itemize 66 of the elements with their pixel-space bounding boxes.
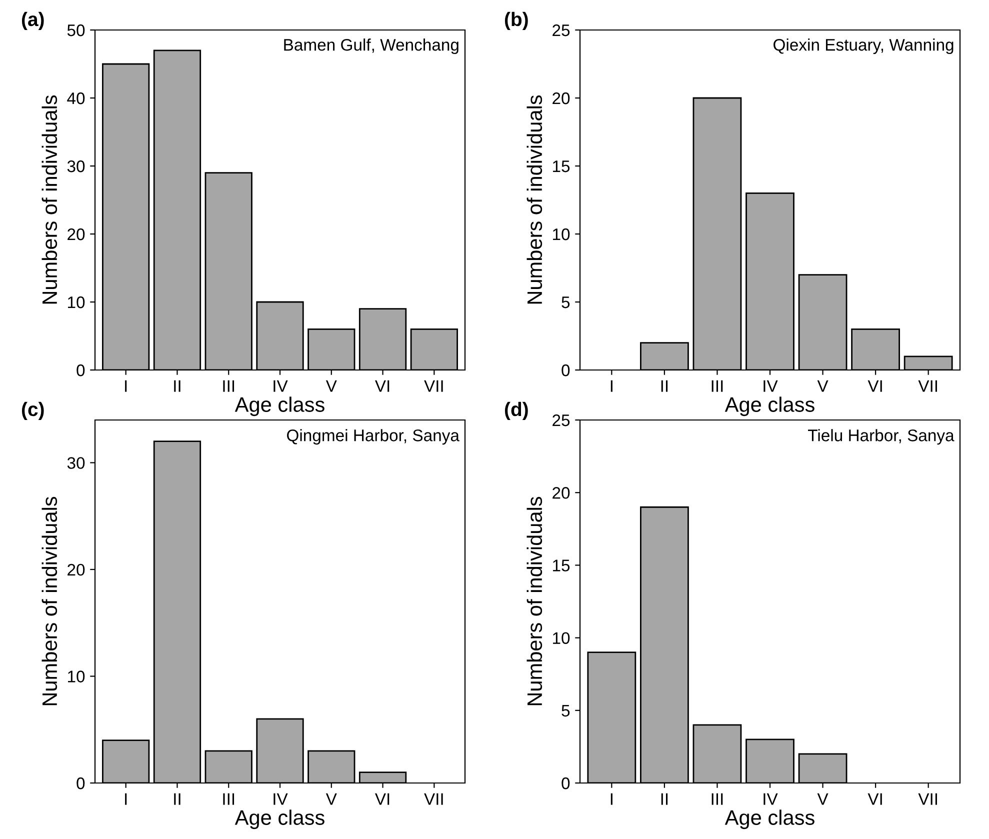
x-tick-label: VII	[918, 380, 937, 392]
x-tick-label: I	[125, 380, 127, 392]
x-tick-label: V	[817, 380, 828, 392]
y-axis-title: Numbers of individuals	[526, 95, 542, 304]
x-tick-label: III	[712, 380, 723, 392]
y-tick-label: 0	[562, 364, 570, 376]
x-tick-label: IV	[274, 793, 288, 805]
annotation: Bamen Gulf, Wenchang	[284, 38, 458, 54]
x-tick-label: III	[712, 793, 723, 805]
x-tick-label: I	[610, 793, 612, 805]
y-axis-title: Numbers of individuals	[42, 95, 58, 304]
y-tick-label: 30	[67, 160, 85, 172]
chart-title: (a)	[22, 12, 44, 30]
x-tick-label: IV	[764, 793, 778, 805]
x-tick-label: VI	[374, 380, 390, 392]
x-tick-label: II	[174, 380, 180, 392]
y-tick-label: 0	[76, 364, 85, 376]
chart-title: (b)	[504, 12, 528, 30]
x-tick-label: IV	[274, 380, 288, 392]
y-tick-label: 5	[562, 704, 570, 717]
y-tick-label: 25	[552, 24, 570, 36]
y-tick-label: 30	[67, 457, 85, 469]
x-tick-label: VII	[424, 380, 443, 392]
y-axis-title: Numbers of individuals	[526, 496, 542, 706]
chart-title: (d)	[504, 402, 528, 420]
annotation: Qiexin Estuary, Wanning	[774, 38, 954, 54]
x-tick-label: VI	[868, 380, 882, 392]
y-tick-label: 40	[67, 92, 85, 104]
x-axis-title: Age class	[234, 396, 324, 416]
x-axis-title: Age class	[724, 396, 814, 416]
annotation: Qingmei Harbor, Sanya	[287, 429, 460, 445]
y-tick-label: 20	[552, 92, 570, 104]
x-tick-label: II	[174, 793, 180, 805]
x-axis-title: Age class	[234, 810, 324, 830]
y-tick-label: 20	[68, 228, 85, 240]
y-tick-label: 10	[553, 228, 570, 240]
y-tick-label: 20	[552, 487, 570, 499]
y-tick-label: 20	[68, 564, 85, 576]
x-tick-label: IV	[764, 380, 778, 392]
y-tick-label: 25	[552, 414, 570, 426]
x-tick-label: I	[610, 380, 612, 392]
chart-title: (c)	[22, 402, 44, 420]
y-tick-label: 10	[68, 670, 85, 682]
y-tick-label: 5	[562, 296, 570, 308]
x-tick-label: II	[661, 793, 668, 805]
x-tick-label: VII	[918, 793, 937, 805]
x-tick-label: III	[223, 793, 234, 805]
x-axis-title: Age class	[724, 810, 814, 830]
y-tick-label: 10	[68, 296, 85, 308]
x-tick-label: VI	[374, 793, 390, 805]
x-tick-label: V	[326, 793, 337, 805]
y-axis-title: Numbers of individuals	[42, 496, 58, 706]
x-tick-label: VI	[868, 793, 882, 805]
y-tick-label: 0	[562, 777, 570, 790]
x-tick-label: V	[326, 380, 337, 392]
y-tick-label: 10	[553, 632, 570, 644]
x-tick-label: II	[661, 380, 668, 392]
y-tick-label: 15	[553, 160, 570, 172]
y-tick-label: 50	[67, 24, 85, 36]
y-tick-label: 15	[553, 560, 570, 572]
x-tick-label: III	[223, 380, 234, 392]
annotation: Tielu Harbor, Sanya	[808, 429, 954, 445]
y-tick-label: 0	[76, 777, 85, 790]
x-tick-label: V	[817, 793, 828, 805]
x-tick-label: VII	[424, 793, 443, 805]
x-tick-label: I	[125, 793, 127, 805]
